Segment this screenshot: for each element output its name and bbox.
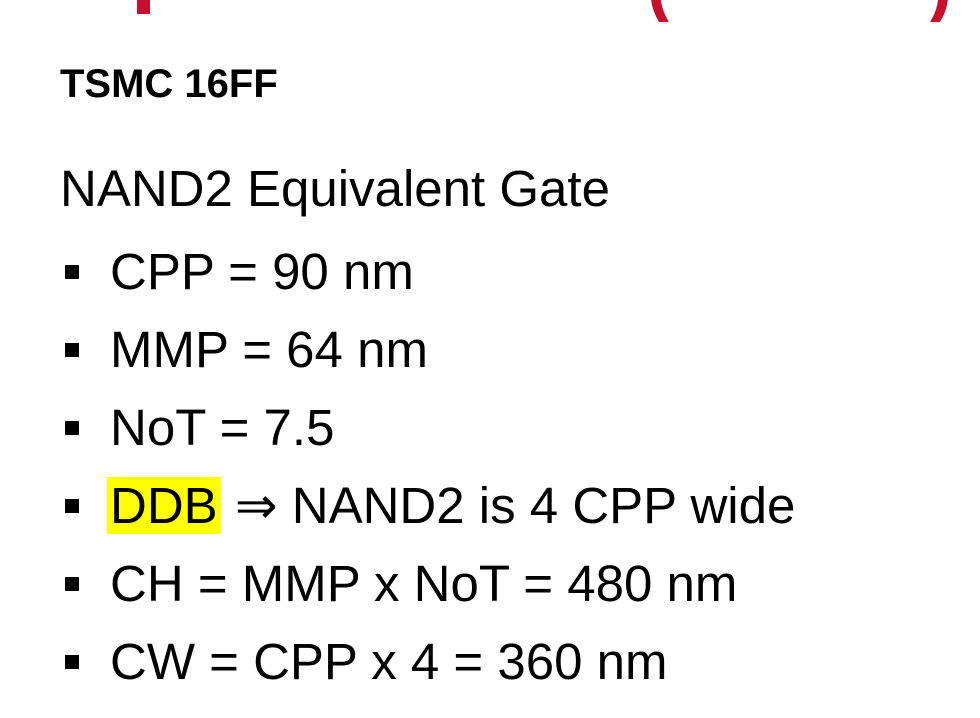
title-letter-fragment (137, 0, 150, 14)
bullet-list: CPP = 90 nm MMP = 64 nm NoT = 7.5 DDB ⇒ … (60, 233, 795, 701)
bullet-item-not: NoT = 7.5 (60, 389, 795, 467)
title-right-paren: ) (928, 0, 952, 22)
bullet-item-cpp: CPP = 90 nm (60, 233, 795, 311)
bullet-text: DDB ⇒ NAND2 is 4 CPP wide (107, 476, 796, 536)
bullet-item-mmp: MMP = 64 nm (60, 311, 795, 389)
slide-title-cropped: ( ) (0, 0, 980, 22)
bullet-text: CW = CPP x 4 = 360 nm (110, 633, 668, 690)
bullet-text-rest: ⇒ NAND2 is 4 CPP wide (220, 477, 796, 534)
title-left-paren: ( (647, 0, 671, 22)
section-heading: NAND2 Equivalent Gate (60, 160, 610, 217)
square-bullet-icon (65, 577, 79, 591)
square-bullet-icon (65, 421, 79, 435)
bullet-text: CH = MMP x NoT = 480 nm (110, 555, 738, 612)
slide-subtitle: TSMC 16FF (60, 62, 278, 106)
square-bullet-icon (65, 655, 79, 669)
square-bullet-icon (65, 499, 79, 513)
highlighted-term: DDB (107, 477, 221, 534)
square-bullet-icon (65, 265, 79, 279)
bullet-text: CPP = 90 nm (110, 243, 414, 300)
bullet-item-ch: CH = MMP x NoT = 480 nm (60, 545, 795, 623)
square-bullet-icon (65, 343, 79, 357)
bullet-text: NoT = 7.5 (110, 399, 335, 456)
bullet-item-cw: CW = CPP x 4 = 360 nm (60, 623, 795, 701)
bullet-item-ddb: DDB ⇒ NAND2 is 4 CPP wide (60, 467, 795, 545)
bullet-text: MMP = 64 nm (110, 321, 428, 378)
